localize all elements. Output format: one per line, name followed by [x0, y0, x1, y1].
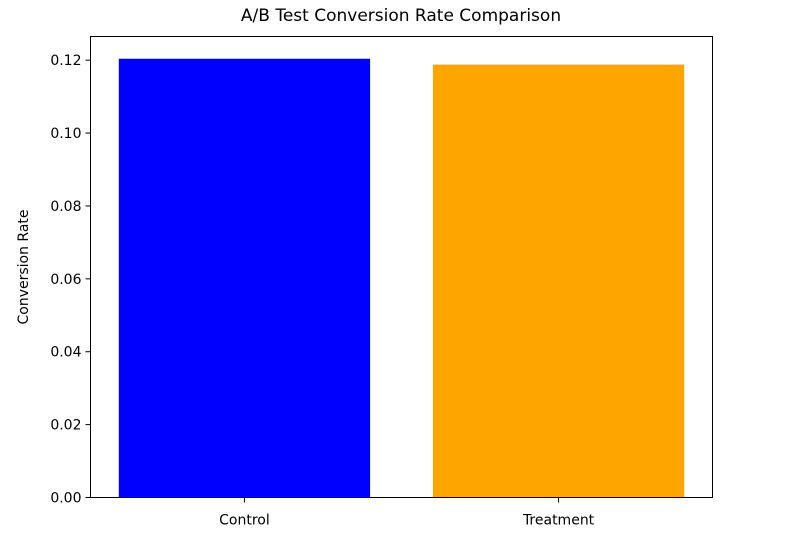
chart-title: A/B Test Conversion Rate Comparison — [240, 6, 562, 26]
y-tick-label: 0.02 — [50, 418, 81, 434]
y-tick-label: 0.06 — [50, 272, 81, 288]
x-tick-label: Treatment — [522, 513, 595, 529]
bar-control — [118, 58, 371, 498]
y-axis: 0.00 0.02 0.04 0.06 0.08 0.10 0.12 — [50, 53, 91, 507]
plot-frame — [90, 36, 713, 498]
y-tick-label: 0.10 — [50, 126, 81, 142]
bars-layer — [118, 58, 685, 498]
y-tick-label: 0.12 — [50, 53, 81, 69]
y-tick-label: 0.08 — [50, 199, 81, 215]
y-tick-label: 0.00 — [50, 491, 81, 507]
x-tick-label: Control — [219, 513, 270, 529]
bar-treatment — [432, 64, 685, 498]
y-tick-label: 0.04 — [50, 345, 81, 361]
x-axis: Control Treatment — [219, 497, 595, 529]
